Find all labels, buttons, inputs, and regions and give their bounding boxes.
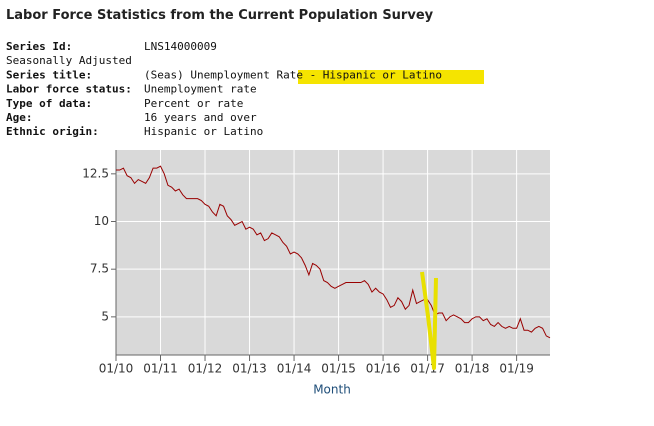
x-axis-title: Month xyxy=(313,383,351,397)
info-label: Type of data: xyxy=(6,97,92,110)
info-label: Series Id: xyxy=(6,40,72,53)
scribble xyxy=(420,271,438,370)
series-info: Series Id: LNS14000009 Seasonally Adjusted… xyxy=(6,40,442,138)
y-tick-label: 5 xyxy=(101,309,109,323)
x-tick-label: 01/15 xyxy=(321,362,356,376)
y-tick-label: 10 xyxy=(94,214,109,228)
x-tick-label: 01/18 xyxy=(455,362,490,376)
x-tick-label: 01/16 xyxy=(366,362,401,376)
info-value: LNS14000009 xyxy=(144,40,217,53)
x-tick-label: 01/13 xyxy=(232,362,267,376)
y-tick-label: 12.5 xyxy=(82,166,109,180)
info-label: Age: xyxy=(6,111,33,124)
y-tick-label: 7.5 xyxy=(90,262,109,276)
info-label: Seasonally Adjusted xyxy=(6,54,132,67)
page-title: Labor Force Statistics from the Current … xyxy=(6,8,434,23)
info-value: Percent or rate xyxy=(144,97,243,110)
x-tick-label: 01/17 xyxy=(410,362,445,376)
highlight xyxy=(298,70,484,84)
plot-area xyxy=(116,150,550,355)
info-label: Ethnic origin: xyxy=(6,125,99,138)
info-label: Series title: xyxy=(6,68,92,81)
info-label: Labor force status: xyxy=(6,83,132,96)
info-value: (Seas) Unemployment Rate - Hispanic or L… xyxy=(144,68,442,81)
chart: 5 7.5 10 12.5 01/10 01/11 01/12 01/13 01/14 01/15… xyxy=(82,150,551,376)
info-value: Hispanic or Latino xyxy=(144,125,263,138)
x-tick-label: 01/10 xyxy=(99,362,134,376)
info-value: 16 years and over xyxy=(144,111,257,124)
x-tick-label: 01/11 xyxy=(143,362,178,376)
info-value: Unemployment rate xyxy=(144,83,257,96)
x-tick-label: 01/14 xyxy=(277,362,312,376)
x-tick-label: 01/19 xyxy=(499,362,534,376)
data-line xyxy=(116,165,551,339)
x-tick-label: 01/12 xyxy=(188,362,223,376)
